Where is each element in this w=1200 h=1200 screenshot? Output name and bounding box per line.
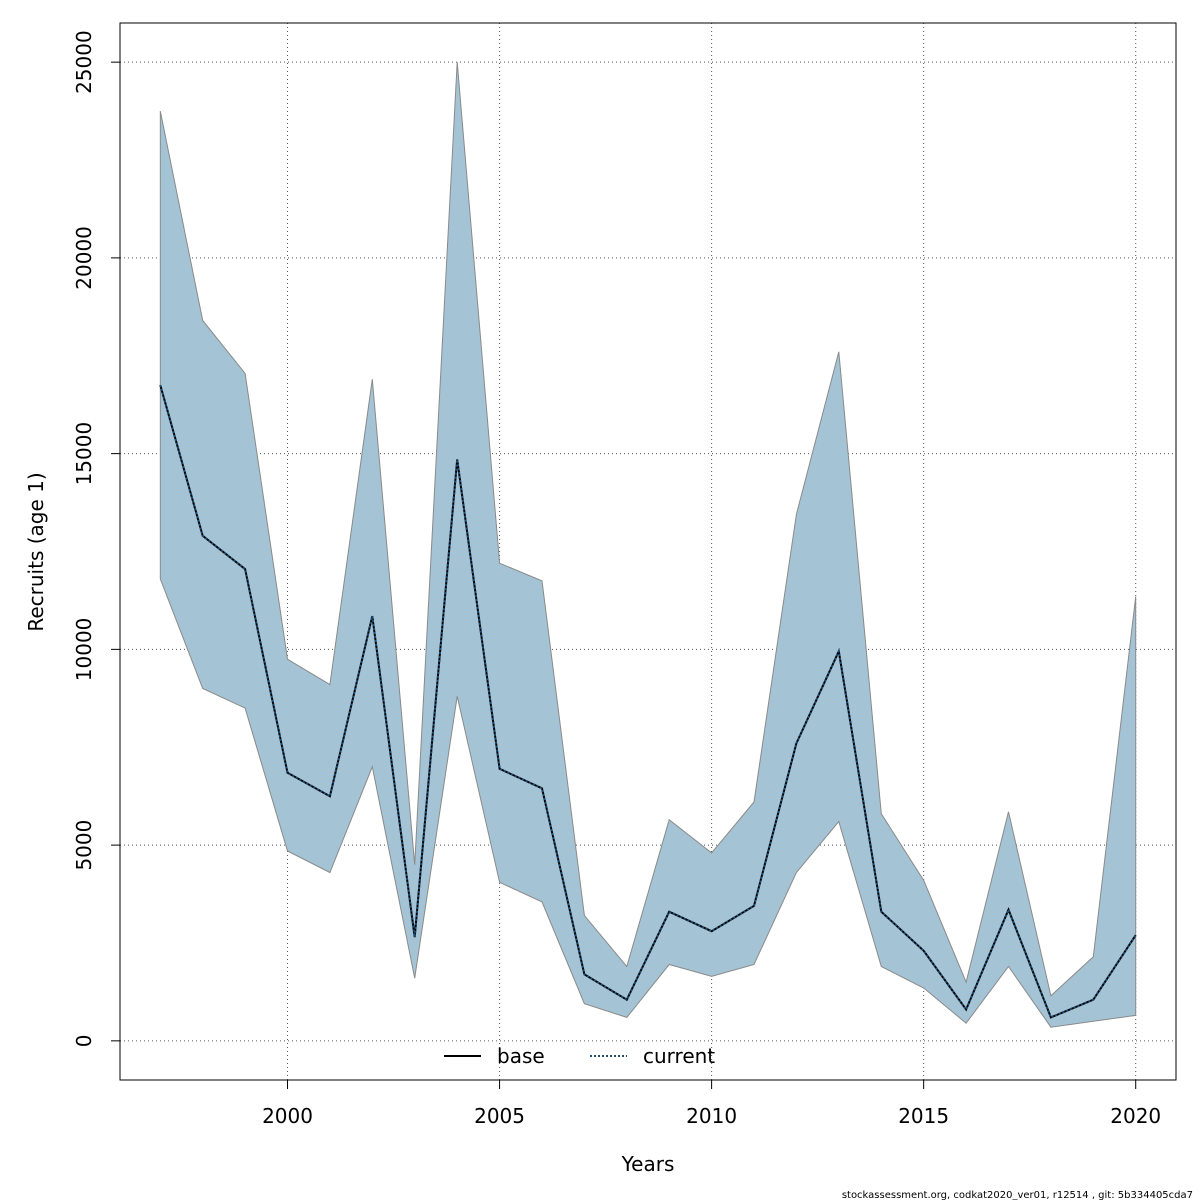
plot-frame [119,22,1177,1081]
footer-credit: stockassessment.org, codkat2020_ver01, r… [842,1190,1193,1200]
series-line-current [159,384,1137,1019]
legend-label-current: current [643,1044,715,1068]
legend-label-base: base [497,1044,545,1068]
legend: base current [444,1044,715,1068]
x-tick-label: 2010 [686,1104,737,1128]
y-tick-label: 20000 [72,226,96,290]
confidence-band [159,62,1137,1028]
x-tick-label: 2005 [474,1104,525,1128]
y-tick-label: 25000 [72,30,96,94]
axes: 2000 2005 2010 2015 2020 0 5000 10000 15000 20000… [72,22,1177,1128]
y-tick-label: 10000 [72,618,96,682]
x-tick-label: 2015 [898,1104,949,1128]
x-axis-title: Years [621,1152,675,1176]
x-tick-label: 2020 [1110,1104,1161,1128]
confidence-band-area [159,62,1137,1028]
x-tick-label: 2000 [262,1104,313,1128]
y-tick-label: 0 [72,1035,96,1048]
series-lines [159,384,1137,1019]
y-tick-label: 15000 [72,422,96,486]
y-axis-title: Recruits (age 1) [24,472,48,631]
y-tick-label: 5000 [72,820,96,871]
